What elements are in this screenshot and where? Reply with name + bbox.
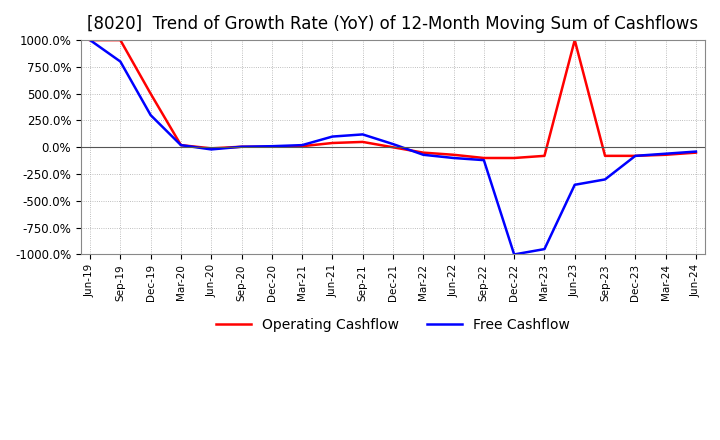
Operating Cashflow xyxy=(480,155,488,161)
Operating Cashflow xyxy=(540,153,549,158)
Line: Operating Cashflow: Operating Cashflow xyxy=(90,40,696,158)
Operating Cashflow xyxy=(510,155,518,161)
Free Cashflow xyxy=(480,158,488,163)
Free Cashflow xyxy=(328,134,337,139)
Operating Cashflow xyxy=(692,150,701,155)
Operating Cashflow xyxy=(570,37,579,43)
Free Cashflow xyxy=(540,246,549,252)
Operating Cashflow xyxy=(389,145,397,150)
Free Cashflow xyxy=(146,113,155,118)
Free Cashflow xyxy=(207,147,215,152)
Free Cashflow xyxy=(359,132,367,137)
Operating Cashflow xyxy=(86,37,94,43)
Free Cashflow xyxy=(116,59,125,64)
Legend: Operating Cashflow, Free Cashflow: Operating Cashflow, Free Cashflow xyxy=(211,312,575,337)
Operating Cashflow xyxy=(661,152,670,158)
Operating Cashflow xyxy=(146,91,155,96)
Free Cashflow xyxy=(449,155,458,161)
Free Cashflow xyxy=(237,144,246,150)
Free Cashflow xyxy=(600,177,609,182)
Free Cashflow xyxy=(389,141,397,147)
Title: [8020]  Trend of Growth Rate (YoY) of 12-Month Moving Sum of Cashflows: [8020] Trend of Growth Rate (YoY) of 12-… xyxy=(87,15,698,33)
Free Cashflow xyxy=(298,143,307,148)
Free Cashflow xyxy=(692,149,701,154)
Free Cashflow xyxy=(510,252,518,257)
Line: Free Cashflow: Free Cashflow xyxy=(90,40,696,254)
Free Cashflow xyxy=(661,151,670,156)
Operating Cashflow xyxy=(359,139,367,145)
Operating Cashflow xyxy=(116,37,125,43)
Operating Cashflow xyxy=(207,146,215,151)
Operating Cashflow xyxy=(600,153,609,158)
Operating Cashflow xyxy=(237,144,246,150)
Free Cashflow xyxy=(86,37,94,43)
Free Cashflow xyxy=(631,153,639,158)
Operating Cashflow xyxy=(268,144,276,150)
Operating Cashflow xyxy=(631,153,639,158)
Operating Cashflow xyxy=(176,143,185,148)
Operating Cashflow xyxy=(328,140,337,146)
Free Cashflow xyxy=(176,143,185,148)
Operating Cashflow xyxy=(449,152,458,158)
Free Cashflow xyxy=(268,143,276,149)
Free Cashflow xyxy=(419,152,428,158)
Free Cashflow xyxy=(570,182,579,187)
Operating Cashflow xyxy=(419,150,428,155)
Operating Cashflow xyxy=(298,143,307,149)
